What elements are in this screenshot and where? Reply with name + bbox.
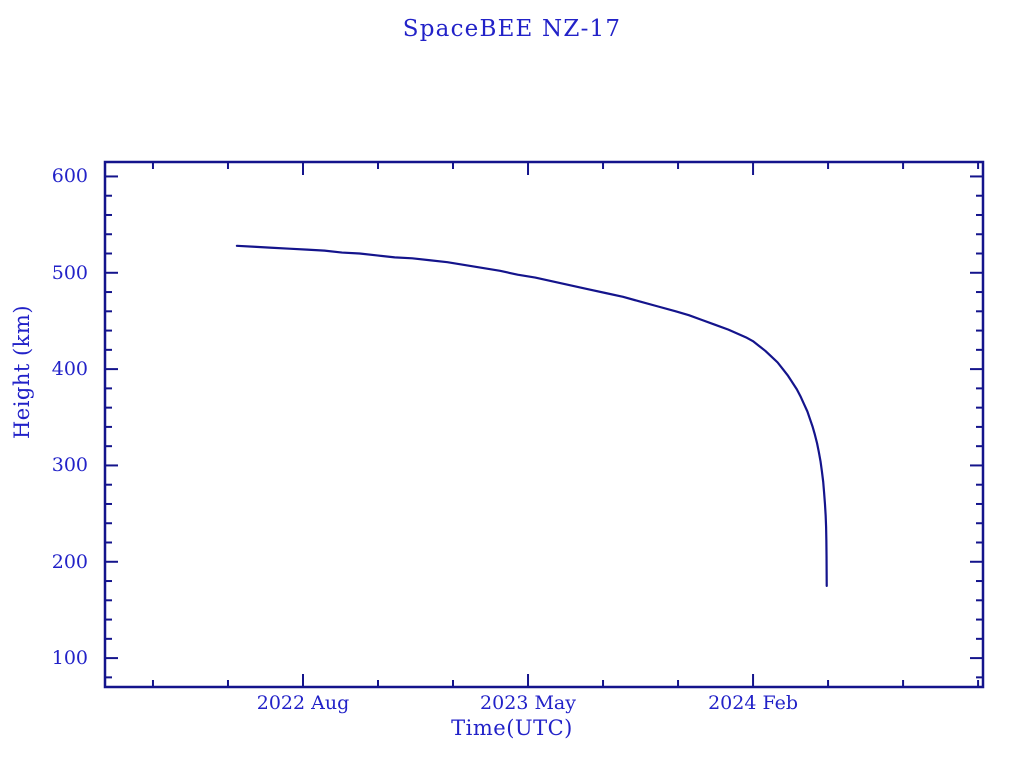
y-tick-label: 200 bbox=[51, 550, 88, 573]
data-series bbox=[235, 244, 828, 587]
x-tick-label: 2022 Aug bbox=[256, 692, 350, 714]
y-tick-label: 500 bbox=[51, 261, 88, 284]
y-tick-label: 300 bbox=[51, 454, 88, 477]
axis-ticks bbox=[105, 162, 983, 687]
y-tick-label: 400 bbox=[51, 358, 88, 381]
chart-title: SpaceBEE NZ-17 bbox=[402, 16, 622, 42]
x-tick-label: 2023 May bbox=[480, 692, 576, 714]
axes-frame bbox=[103, 160, 985, 689]
x-tick-label: 2024 Feb bbox=[708, 692, 799, 714]
x-axis-label: Time(UTC) bbox=[451, 716, 573, 740]
y-tick-label: 100 bbox=[51, 647, 88, 670]
y-tick-label: 600 bbox=[51, 165, 88, 188]
